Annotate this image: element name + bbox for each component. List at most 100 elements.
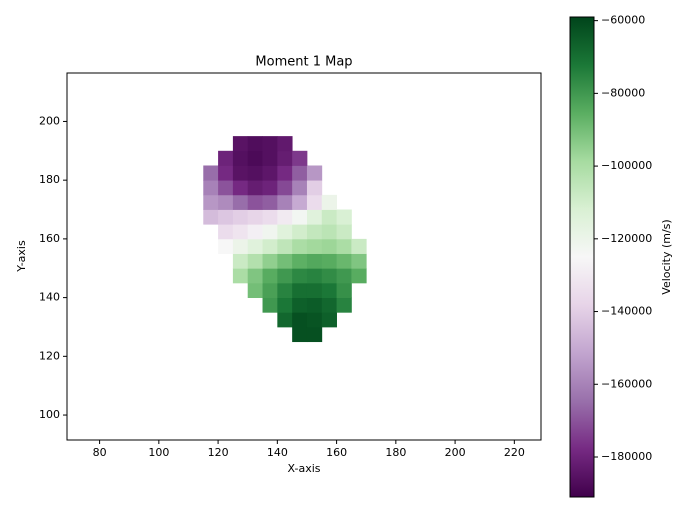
heat-cell <box>292 297 308 313</box>
heat-cell <box>262 268 278 284</box>
heat-cell <box>277 282 293 299</box>
heat-cell <box>247 224 263 240</box>
x-tick-label: 80 <box>93 446 107 459</box>
colorbar-tick-label: −140000 <box>601 305 652 318</box>
heat-cell <box>232 136 249 152</box>
heat-cell <box>351 238 367 254</box>
heat-cell <box>203 180 219 196</box>
heat-cell <box>306 326 323 343</box>
heat-cell <box>292 150 308 166</box>
heat-cell <box>321 224 337 240</box>
heat-cell <box>277 136 293 152</box>
heat-cell <box>247 209 263 225</box>
heat-cell <box>292 180 308 196</box>
heat-cell <box>336 282 352 299</box>
heat-cell <box>321 238 337 254</box>
heat-cell <box>306 165 323 181</box>
heat-cell <box>218 194 234 210</box>
y-tick-label: 140 <box>39 291 60 304</box>
heat-cell <box>262 209 278 225</box>
heat-cell <box>218 209 234 225</box>
heat-cell <box>232 150 249 166</box>
heat-cell <box>336 297 352 313</box>
x-tick-label: 100 <box>148 446 169 459</box>
heat-cell <box>292 224 308 240</box>
heat-cell <box>262 282 278 299</box>
heat-cell <box>247 282 263 299</box>
heat-cell <box>306 297 323 313</box>
heat-cell <box>306 268 323 284</box>
heat-cell <box>232 253 249 269</box>
heat-cell <box>203 209 219 225</box>
heat-cell <box>232 180 249 196</box>
heat-cell <box>203 194 219 210</box>
heat-cell <box>292 238 308 254</box>
x-tick-label: 200 <box>445 446 466 459</box>
heat-cell <box>277 253 293 269</box>
heat-cell <box>306 194 323 210</box>
heat-cell <box>247 238 263 254</box>
heat-cell <box>306 224 323 240</box>
heat-cell <box>247 136 263 152</box>
heat-cell <box>292 326 308 343</box>
heat-cell <box>277 297 293 313</box>
heat-cell <box>218 150 234 166</box>
heat-cell <box>262 224 278 240</box>
heat-cell <box>336 224 352 240</box>
x-axis-label: X-axis <box>288 462 321 475</box>
heat-cell <box>247 253 263 269</box>
heat-cell <box>247 194 263 210</box>
heat-cell <box>277 224 293 240</box>
heat-cell <box>262 194 278 210</box>
heat-cell <box>292 194 308 210</box>
heat-cell <box>321 297 337 313</box>
heat-cell <box>351 268 367 284</box>
heat-cell <box>306 209 323 225</box>
heat-cell <box>247 268 263 284</box>
heat-cell <box>277 194 293 210</box>
heat-cell <box>262 253 278 269</box>
heat-cell <box>292 209 308 225</box>
heat-cell <box>277 150 293 166</box>
colorbar-tick-label: −60000 <box>601 14 645 27</box>
heat-cell <box>321 268 337 284</box>
heat-cell <box>232 194 249 210</box>
colorbar-tick-label: −160000 <box>601 377 652 390</box>
y-tick-label: 200 <box>39 114 60 127</box>
x-tick-label: 220 <box>504 446 525 459</box>
colorbar <box>569 16 595 498</box>
heat-cell <box>277 268 293 284</box>
heat-cell <box>336 253 352 269</box>
heat-cell <box>262 180 278 196</box>
heat-cell <box>351 253 367 269</box>
heat-cell <box>218 224 234 240</box>
heat-cell <box>292 312 308 328</box>
heat-cell <box>277 238 293 254</box>
heat-cell <box>232 165 249 181</box>
heat-cell <box>321 253 337 269</box>
heat-cell <box>306 238 323 254</box>
heat-cell <box>262 238 278 254</box>
heat-cell <box>247 180 263 196</box>
plot-frame <box>66 72 542 441</box>
x-tick-label: 140 <box>267 446 288 459</box>
colorbar-tick-label: −80000 <box>601 86 645 99</box>
colorbar-label: Velocity (m/s) <box>660 219 673 294</box>
heat-cell <box>292 253 308 269</box>
chart-title: Moment 1 Map <box>255 55 352 70</box>
x-tick-label: 160 <box>326 446 347 459</box>
heat-cell <box>232 209 249 225</box>
colorbar-tick-label: −180000 <box>601 450 652 463</box>
heat-cell <box>232 268 249 284</box>
heat-cell <box>262 297 278 313</box>
heat-cell <box>321 194 337 210</box>
heat-cell <box>336 209 352 225</box>
x-tick-label: 120 <box>208 446 229 459</box>
heat-cell <box>277 180 293 196</box>
heat-cell <box>232 224 249 240</box>
y-tick-label: 120 <box>39 349 60 362</box>
x-tick-label: 180 <box>385 446 406 459</box>
heat-cell <box>336 238 352 254</box>
heat-cell <box>306 253 323 269</box>
heat-cell <box>292 282 308 299</box>
